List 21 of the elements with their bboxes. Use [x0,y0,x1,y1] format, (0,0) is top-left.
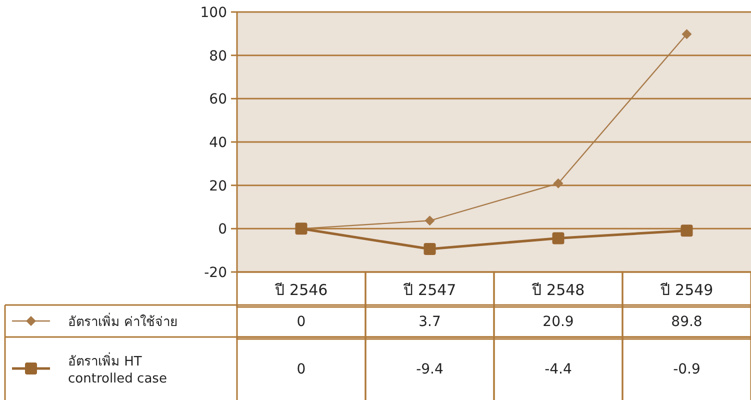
y-tick-label: 80 [209,48,227,64]
y-tick-label: 20 [209,178,227,194]
y-tick-label: -20 [204,265,227,281]
x-tick-label: ปี 2549 [659,281,714,299]
data-label: -4.4 [544,362,572,378]
y-tick-label: 100 [200,5,227,21]
legend-label: อัตราเพิ่ม ค่าใช้จ่าย [68,313,178,330]
data-label: 20.9 [542,314,574,330]
legend-label: อัตราเพิ่ม HT controlled case [68,352,167,386]
data-label: 0 [296,314,306,330]
x-tick-label: ปี 2548 [530,281,585,299]
data-label: 3.7 [418,314,441,330]
data-label: 0 [296,362,306,378]
data-label: -9.4 [416,362,444,378]
data-label: -0.9 [673,362,700,378]
y-tick-label: 40 [209,135,227,151]
y-tick-label: 60 [209,92,227,108]
y-tick-label: 0 [218,222,227,238]
x-tick-label: ปี 2546 [274,281,328,299]
data-label: 89.8 [671,314,702,330]
x-tick-label: ปี 2547 [402,281,456,299]
